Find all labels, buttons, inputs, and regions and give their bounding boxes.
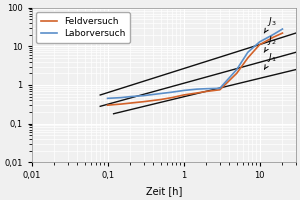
Feldversuch: [246, 57, 250, 59]
Laborversuch: [281, 28, 284, 30]
Feldversuch: [129, 102, 132, 104]
Feldversuch: [182, 94, 185, 96]
Laborversuch: [129, 95, 132, 98]
Feldversuch: [119, 103, 123, 105]
Feldversuch: [195, 92, 199, 94]
Laborversuch: [218, 87, 222, 89]
Feldversuch: [205, 90, 208, 93]
Laborversuch: [106, 97, 110, 100]
Feldversuch: [106, 104, 110, 106]
Feldversuch: [218, 89, 222, 91]
Laborversuch: [182, 89, 185, 92]
Laborversuch: [258, 41, 261, 43]
Laborversuch: [159, 92, 163, 95]
Laborversuch: [205, 88, 208, 90]
Feldversuch: [142, 100, 146, 103]
Text: $J_2$: $J_2$: [264, 34, 277, 52]
Line: Laborversuch: Laborversuch: [108, 29, 283, 98]
Feldversuch: [258, 44, 261, 46]
Laborversuch: [195, 88, 199, 90]
Line: Feldversuch: Feldversuch: [108, 33, 283, 105]
Feldversuch: [235, 72, 238, 75]
Laborversuch: [142, 94, 146, 97]
Laborversuch: [246, 51, 250, 53]
Laborversuch: [271, 33, 275, 36]
Feldversuch: [159, 98, 163, 101]
Feldversuch: [281, 32, 284, 34]
Feldversuch: [170, 96, 174, 99]
Laborversuch: [170, 91, 174, 93]
Text: $J_1$: $J_1$: [265, 51, 277, 69]
Laborversuch: [119, 96, 123, 99]
Laborversuch: [235, 68, 238, 71]
Text: $J_3$: $J_3$: [264, 15, 277, 33]
Legend: Feldversuch, Laborversuch: Feldversuch, Laborversuch: [36, 12, 130, 43]
X-axis label: Zeit [h]: Zeit [h]: [146, 186, 182, 196]
Feldversuch: [271, 36, 275, 39]
